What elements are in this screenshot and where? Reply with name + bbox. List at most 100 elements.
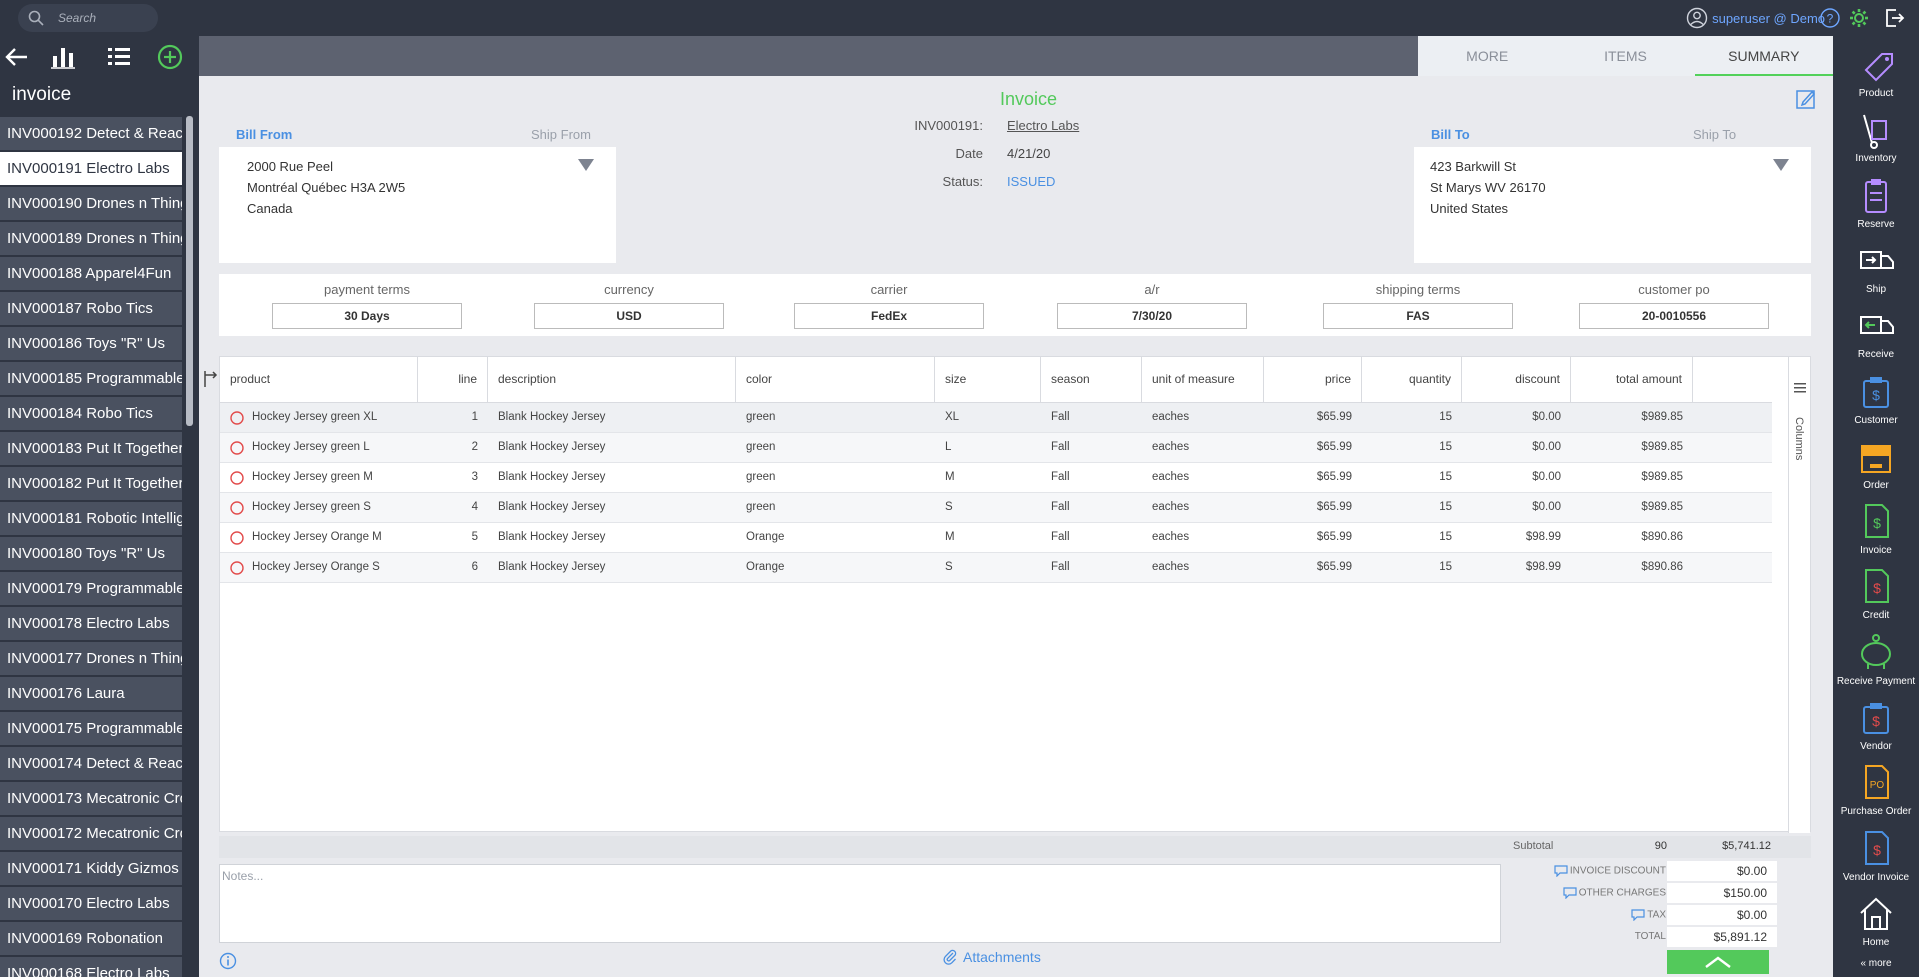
table-row[interactable]: Hockey Jersey green XL 1 Blank Hockey Jers… (220, 403, 1772, 433)
invoice-list-item[interactable]: INV000185 Programmable (0, 362, 182, 397)
column-header-discount[interactable]: discount (1462, 357, 1571, 403)
invoice-list-item[interactable]: INV000169 Robonation (0, 922, 182, 957)
payment-terms-field[interactable]: payment terms 30 Days (272, 274, 462, 329)
help-icon[interactable]: ? (1819, 7, 1841, 29)
tab-summary[interactable]: SUMMARY (1694, 36, 1833, 76)
other-charges-value[interactable]: $150.00 (1667, 883, 1777, 903)
status-circle-icon[interactable] (230, 441, 244, 455)
invoice-list-item[interactable]: INV000188 Apparel4Fun (0, 257, 182, 292)
table-row[interactable]: Hockey Jersey Orange S 6 Blank Hockey Jers… (220, 553, 1772, 583)
customer-po-field[interactable]: customer po 20-0010556 (1579, 274, 1769, 329)
comment-icon[interactable] (1563, 887, 1577, 899)
invoice-list-item[interactable]: INV000182 Put It Together (0, 467, 182, 502)
status-circle-icon[interactable] (230, 471, 244, 485)
ar-field[interactable]: a/r 7/30/20 (1057, 274, 1247, 329)
list-scrollbar[interactable] (186, 116, 193, 426)
add-circle-icon[interactable] (157, 44, 183, 70)
invoice-list-item[interactable]: INV000190 Drones n Things (0, 187, 182, 222)
tab-items[interactable]: ITEMS (1604, 48, 1647, 64)
field-value[interactable]: FedEx (794, 303, 984, 329)
invoice-list-item[interactable]: INV000170 Electro Labs (0, 887, 182, 922)
logout-icon[interactable] (1883, 7, 1905, 29)
nav-item-product[interactable]: Product (1833, 40, 1919, 105)
table-row[interactable]: Hockey Jersey Orange M 5 Blank Hockey Jers… (220, 523, 1772, 553)
bill-from-heading[interactable]: Bill From (236, 127, 293, 142)
invoice-list-item[interactable]: INV000191 Electro Labs (0, 152, 182, 187)
invoice-list-item[interactable]: INV000178 Electro Labs (0, 607, 182, 642)
invoice-list-item[interactable]: INV000181 Robotic Intelligence (0, 502, 182, 537)
invoice-list-item[interactable]: INV000177 Drones n Things (0, 642, 182, 677)
invoice-list-item[interactable]: INV000183 Put It Together (0, 432, 182, 467)
invoice-list-item[interactable]: INV000174 Detect & React (0, 747, 182, 782)
search-box[interactable] (18, 4, 158, 32)
dropdown-triangle-icon[interactable] (578, 159, 594, 171)
column-header-description[interactable]: description (488, 357, 736, 403)
invoice-list-item[interactable]: INV000175 Programmable (0, 712, 182, 747)
customer-link[interactable]: Electro Labs (1007, 118, 1080, 133)
invoice-list-item[interactable]: INV000192 Detect & React (0, 117, 182, 152)
nav-item-invoice[interactable]: $ Invoice (1833, 497, 1919, 562)
field-value[interactable]: 30 Days (272, 303, 462, 329)
info-icon[interactable] (219, 952, 237, 970)
more-link[interactable]: « more (1860, 958, 1892, 969)
column-header-line[interactable]: line (418, 357, 488, 403)
invoice-list-item[interactable]: INV000173 Mecatronic Cro (0, 782, 182, 817)
nav-item-credit[interactable]: $ Credit (1833, 562, 1919, 627)
invoice-list-item[interactable]: INV000172 Mecatronic Cro (0, 817, 182, 852)
tax-value[interactable]: $0.00 (1667, 905, 1777, 925)
resize-handle-icon[interactable] (202, 369, 218, 389)
status-circle-icon[interactable] (230, 561, 244, 575)
status-circle-icon[interactable] (230, 531, 244, 545)
currency-field[interactable]: currency USD (534, 274, 724, 329)
comment-icon[interactable] (1631, 909, 1645, 921)
invoice-discount-value[interactable]: $0.00 (1667, 861, 1777, 881)
nav-item-vendor-invoice[interactable]: $ Vendor Invoice (1833, 824, 1919, 889)
search-input[interactable] (58, 9, 150, 27)
back-arrow-icon[interactable] (3, 44, 29, 70)
column-header-unit-of-measure[interactable]: unit of measure (1142, 357, 1264, 403)
nav-item-receive[interactable]: Receive (1833, 301, 1919, 366)
ship-to-heading[interactable]: Ship To (1693, 127, 1737, 142)
nav-item-order[interactable]: Order (1833, 432, 1919, 497)
attachments-button[interactable]: Attachments (943, 949, 1041, 965)
invoice-list-item[interactable]: INV000189 Drones n Things (0, 222, 182, 257)
table-row[interactable]: Hockey Jersey green S 4 Blank Hockey Jerse… (220, 493, 1772, 523)
collapse-button[interactable] (1667, 950, 1769, 974)
nav-item-ship[interactable]: Ship (1833, 236, 1919, 301)
shipping-terms-field[interactable]: shipping terms FAS (1323, 274, 1513, 329)
invoice-list-item[interactable]: INV000176 Laura (0, 677, 182, 712)
list-icon[interactable] (106, 44, 132, 70)
user-menu[interactable]: superuser @ Demo (1686, 7, 1825, 29)
field-value[interactable]: 20-0010556 (1579, 303, 1769, 329)
dropdown-triangle-icon[interactable] (1773, 159, 1789, 171)
nav-item-vendor[interactable]: $ Vendor (1833, 693, 1919, 758)
nav-item-customer[interactable]: $ Customer (1833, 367, 1919, 432)
column-header-color[interactable]: color (736, 357, 935, 403)
invoice-list-item[interactable]: INV000179 Programmable (0, 572, 182, 607)
comment-icon[interactable] (1554, 865, 1568, 877)
invoice-list-item[interactable]: INV000171 Kiddy Gizmos (0, 852, 182, 887)
column-header-season[interactable]: season (1041, 357, 1142, 403)
status-circle-icon[interactable] (230, 411, 244, 425)
column-header-total-amount[interactable]: total amount (1571, 357, 1693, 403)
table-row[interactable]: Hockey Jersey green L 2 Blank Hockey Jerse… (220, 433, 1772, 463)
table-row[interactable]: Hockey Jersey green M 3 Blank Hockey Jerse… (220, 463, 1772, 493)
status-circle-icon[interactable] (230, 501, 244, 515)
column-header-quantity[interactable]: quantity (1362, 357, 1462, 403)
invoice-list-item[interactable]: INV000184 Robo Tics (0, 397, 182, 432)
ship-from-heading[interactable]: Ship From (531, 127, 591, 142)
columns-panel-tab[interactable]: Columns (1788, 357, 1810, 833)
bar-chart-icon[interactable] (50, 44, 76, 70)
invoice-list-item[interactable]: INV000186 Toys "R" Us (0, 327, 182, 362)
field-value[interactable]: FAS (1323, 303, 1513, 329)
field-value[interactable]: 7/30/20 (1057, 303, 1247, 329)
invoice-list-item[interactable]: INV000187 Robo Tics (0, 292, 182, 327)
invoice-list-item[interactable]: INV000168 Electro Labs (0, 957, 182, 977)
field-value[interactable]: USD (534, 303, 724, 329)
nav-item-receive-payment[interactable]: Receive Payment (1833, 628, 1919, 693)
column-header-size[interactable]: size (935, 357, 1041, 403)
edit-icon[interactable] (1795, 88, 1817, 110)
invoice-list-item[interactable]: INV000180 Toys "R" Us (0, 537, 182, 572)
column-header-price[interactable]: price (1264, 357, 1362, 403)
gear-icon[interactable] (1848, 7, 1870, 29)
